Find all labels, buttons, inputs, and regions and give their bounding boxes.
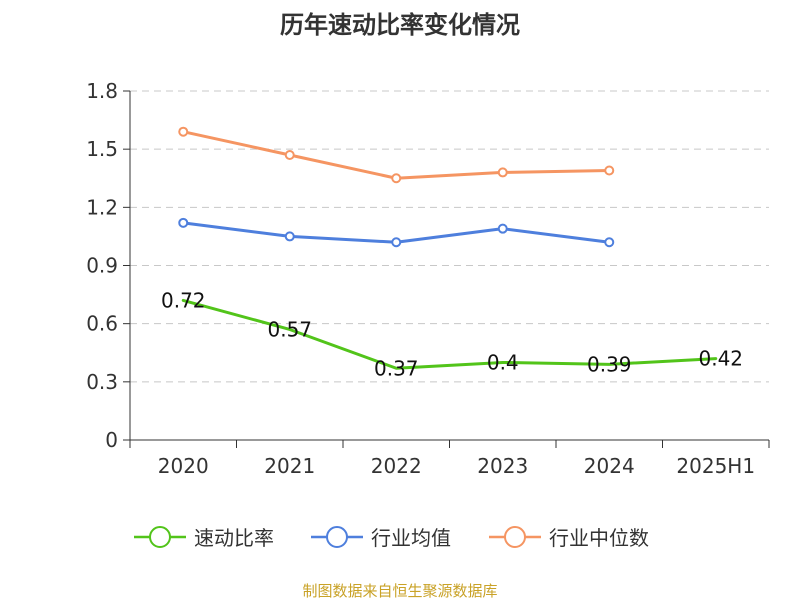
y-tick-label: 0.3: [86, 370, 118, 394]
series-line: [181, 130, 611, 180]
legend-item[interactable]: 行业中位数: [489, 526, 649, 550]
data-point: [497, 167, 508, 178]
x-tick-label: 2021: [264, 454, 315, 478]
data-label: 0.4: [487, 350, 519, 374]
data-point: [604, 237, 615, 248]
x-tick-label: 2024: [584, 454, 635, 478]
data-point: [391, 173, 402, 184]
legend-label: 行业中位数: [549, 526, 649, 550]
legend-label: 行业均值: [371, 526, 451, 550]
axes: 0 0.3 0.6 0.9 1.2 1.5 1.8 2020 2021 2022 2023 2024 2…: [86, 79, 770, 478]
y-tick-label: 0.6: [86, 312, 118, 336]
chart-title: 历年速动比率变化情况: [280, 11, 520, 39]
source-note: 制图数据来自恒生聚源数据库: [302, 582, 497, 600]
grid: [130, 90, 769, 383]
data-label: 0.57: [267, 317, 312, 341]
data-point: [284, 231, 295, 242]
x-tick-label: 2020: [158, 454, 209, 478]
data-label: 0.37: [374, 356, 419, 380]
data-point: [178, 126, 189, 137]
legend-label: 速动比率: [194, 526, 274, 550]
y-tick-label: 1.2: [86, 195, 118, 219]
data-label: 0.72: [161, 288, 206, 312]
data-point: [178, 217, 189, 228]
y-tick-label: 1.8: [86, 79, 118, 103]
data-point: [284, 149, 295, 160]
y-tick-label: 0: [105, 428, 118, 452]
data-label: 0.39: [587, 352, 632, 376]
legend-item[interactable]: 速动比率: [134, 526, 274, 550]
y-tick-label: 1.5: [86, 137, 118, 161]
legend-marker: [149, 526, 171, 548]
x-tick-label: 2022: [371, 454, 422, 478]
x-tick-label: 2023: [477, 454, 528, 478]
legend: 速动比率 行业均值 行业中位数: [134, 526, 649, 550]
x-tick-label: 2025H1: [676, 454, 755, 478]
data-label: 0.42: [698, 347, 743, 371]
data-point: [604, 165, 615, 176]
series-line: [181, 298, 718, 370]
data-point: [391, 237, 402, 248]
legend-marker: [504, 526, 526, 548]
series-layer: [178, 126, 718, 370]
data-labels: 0.72 0.57 0.37 0.4 0.39 0.42: [161, 288, 743, 380]
y-tick-label: 0.9: [86, 254, 118, 278]
legend-item[interactable]: 行业均值: [311, 526, 451, 550]
legend-marker: [326, 526, 348, 548]
data-point: [497, 223, 508, 234]
